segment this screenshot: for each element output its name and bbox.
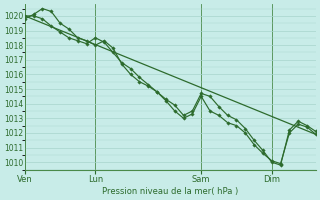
X-axis label: Pression niveau de la mer( hPa ): Pression niveau de la mer( hPa ) — [102, 187, 238, 196]
